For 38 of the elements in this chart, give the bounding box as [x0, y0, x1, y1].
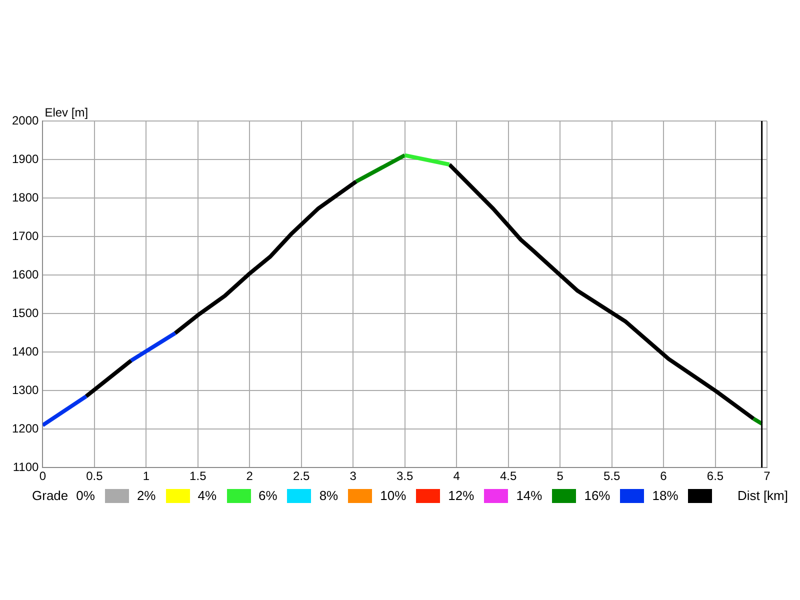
y-tick-label: 1800: [12, 190, 40, 204]
y-axis-title: Elev [m]: [44, 105, 88, 120]
x-tick-label: 3: [350, 469, 357, 484]
x-tick-label: 6: [660, 469, 668, 484]
legend-label: 0%: [76, 488, 95, 503]
y-tick-label: 1200: [12, 421, 40, 436]
y-tick-label: 1500: [12, 306, 40, 320]
x-tick-label: 4: [453, 469, 460, 484]
legend-label: 10%: [380, 488, 406, 503]
x-tick-label: 7: [764, 469, 771, 484]
legend-label: 12%: [448, 488, 474, 503]
y-tick-label: 1600: [12, 267, 40, 282]
x-tick-label: 1.5: [190, 469, 207, 484]
legend-label: 4%: [198, 488, 217, 503]
y-tick-label: 1300: [12, 382, 40, 397]
x-tick-label: 2.5: [293, 469, 310, 484]
legend-label: 18%: [652, 488, 678, 503]
legend-label: 2%: [136, 488, 156, 503]
y-tick-label: 1900: [12, 152, 40, 166]
x-tick-label: 2: [246, 469, 254, 484]
x-tick-label: 4.5: [500, 469, 517, 484]
x-axis-title: Dist [km]: [737, 488, 789, 503]
x-tick-label: 3.5: [396, 469, 414, 484]
legend-label: 8%: [319, 488, 338, 503]
y-tick-label: 1100: [12, 460, 40, 474]
x-tick-label: 0.5: [86, 469, 104, 484]
y-tick-label: 1700: [12, 228, 40, 243]
legend-label: 6%: [258, 488, 278, 503]
legend-title: Grade: [32, 488, 68, 503]
y-tick-label: 2000: [12, 113, 40, 128]
legend-label: 16%: [584, 488, 610, 503]
x-tick-label: 5: [556, 469, 564, 484]
x-tick-label: 6.5: [706, 469, 724, 484]
y-tick-label: 1400: [12, 344, 40, 358]
x-tick-label: 1: [142, 469, 150, 484]
x-tick-label: 0: [39, 469, 46, 484]
x-tick-label: 5.5: [603, 469, 620, 484]
legend-label: 14%: [516, 488, 542, 503]
